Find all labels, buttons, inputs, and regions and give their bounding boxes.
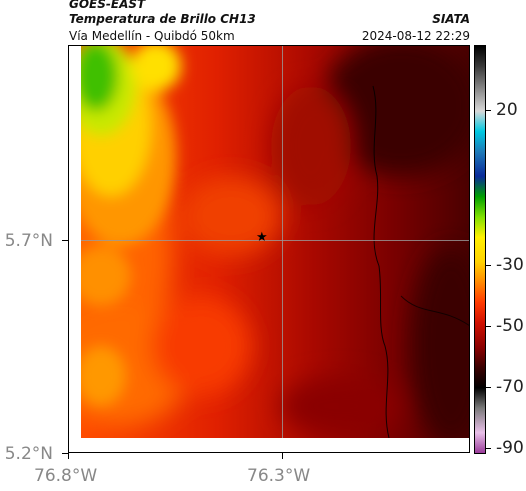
colorbar-tick xyxy=(486,326,491,327)
lat-label: 5.2°N xyxy=(4,444,53,464)
lat-tick xyxy=(62,240,68,241)
colorbar-label: -30 xyxy=(496,255,524,275)
colorbar xyxy=(474,45,486,454)
colorbar-tick xyxy=(486,387,491,388)
timestamp-label: 2024-08-12 22:29 xyxy=(361,29,470,43)
satellite-title: GOES-EAST xyxy=(69,0,146,11)
river-line xyxy=(400,295,470,327)
colorbar-tick xyxy=(486,448,491,449)
lat-tick xyxy=(62,453,68,454)
location-star-marker: ★ xyxy=(256,230,268,245)
colorbar-tick xyxy=(486,110,491,111)
lon-tick xyxy=(68,453,69,459)
lon-tick xyxy=(282,453,283,459)
lat-label: 5.7°N xyxy=(4,231,53,251)
brightness-temperature-map: ★ xyxy=(81,46,470,438)
colorbar-label: -90 xyxy=(496,438,524,458)
lon-label: 76.8°W xyxy=(34,466,98,486)
agency-label: SIATA xyxy=(432,12,470,26)
border-line xyxy=(372,85,390,438)
gridline-lat xyxy=(81,240,470,241)
colorbar-tick xyxy=(486,265,491,266)
colorbar-label: -70 xyxy=(496,377,524,397)
colorbar-label: 20 xyxy=(496,100,518,120)
lon-label: 76.3°W xyxy=(247,466,311,486)
colorbar-label: -50 xyxy=(496,316,524,336)
product-title: Temperatura de Brillo CH13 xyxy=(69,12,256,26)
gridline-lon xyxy=(282,46,283,438)
temperature-field xyxy=(81,46,470,438)
location-label: Vía Medellín - Quibdó 50km xyxy=(69,29,235,43)
